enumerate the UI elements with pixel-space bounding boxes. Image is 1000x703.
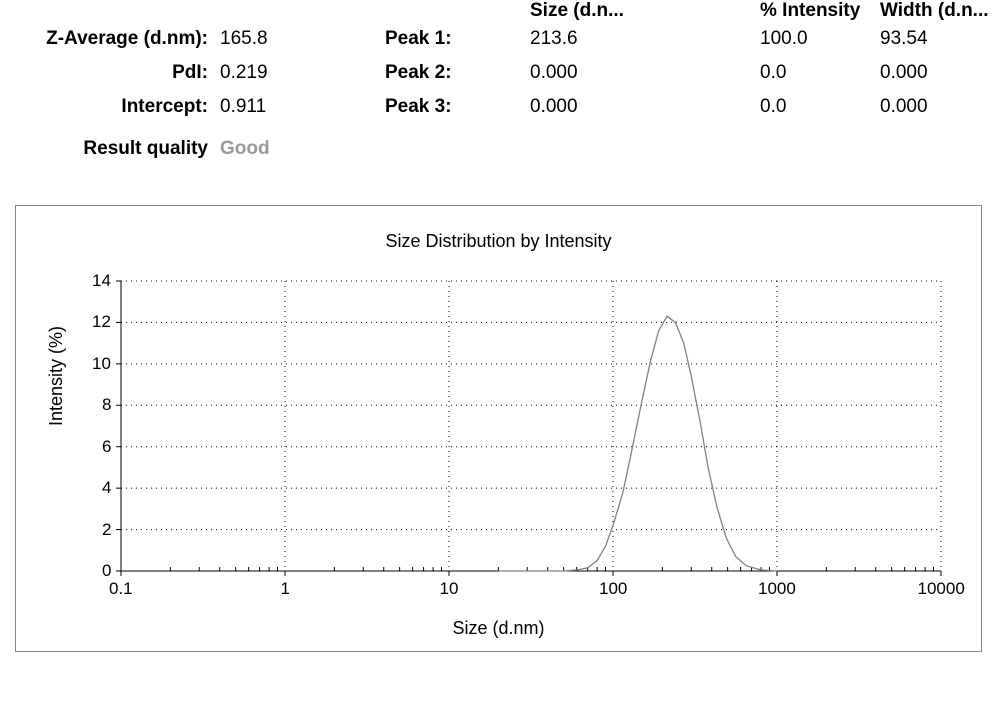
result-quality-value: Good: [220, 138, 270, 160]
peak-width-value: 93.54: [880, 28, 928, 50]
stat-label: PdI:: [172, 62, 208, 84]
peak-intensity-value: 0.0: [760, 96, 786, 118]
peak-width-value: 0.000: [880, 96, 928, 118]
stat-value: 0.911: [220, 96, 266, 118]
x-tick-label: 0.1: [109, 579, 133, 599]
column-header-size: Size (d.n...: [530, 0, 624, 22]
peak-intensity-value: 0.0: [760, 62, 786, 84]
y-tick-label: 4: [102, 478, 111, 498]
y-tick-label: 0: [102, 561, 111, 581]
stat-value: 165.8: [220, 28, 268, 50]
stat-value: 0.219: [220, 62, 268, 84]
peak-row-label: Peak 2:: [385, 62, 452, 84]
peak-width-value: 0.000: [880, 62, 928, 84]
x-tick-label: 100: [599, 579, 627, 599]
x-tick-label: 1000: [758, 579, 796, 599]
peak-size-value: 0.000: [530, 62, 578, 84]
result-quality-label: Result quality: [83, 138, 208, 160]
y-tick-label: 6: [102, 437, 111, 457]
stat-label: Intercept:: [121, 96, 208, 118]
x-tick-label: 1: [281, 579, 290, 599]
y-tick-label: 10: [92, 354, 111, 374]
x-tick-label: 10000: [918, 579, 965, 599]
results-panel: Size (d.n...% IntensityWidth (d.n...Z-Av…: [0, 0, 1000, 10]
peak-intensity-value: 100.0: [760, 28, 808, 50]
stat-label: Z-Average (d.nm):: [46, 28, 208, 50]
y-tick-label: 12: [92, 312, 111, 332]
size-distribution-chart: [16, 206, 981, 651]
column-header-width: Width (d.n...: [880, 0, 989, 22]
peak-size-value: 213.6: [530, 28, 578, 50]
peak-row-label: Peak 3:: [385, 96, 452, 118]
x-tick-label: 10: [440, 579, 459, 599]
y-tick-label: 8: [102, 395, 111, 415]
column-header-intensity: % Intensity: [760, 0, 860, 22]
y-tick-label: 2: [102, 520, 111, 540]
peak-row-label: Peak 1:: [385, 28, 452, 50]
peak-size-value: 0.000: [530, 96, 578, 118]
y-tick-label: 14: [92, 271, 111, 291]
chart-frame: Size Distribution by Intensity Intensity…: [15, 205, 982, 652]
